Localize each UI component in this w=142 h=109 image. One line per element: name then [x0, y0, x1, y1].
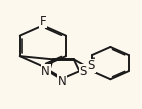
- Text: F: F: [40, 15, 46, 28]
- Text: S: S: [88, 59, 95, 72]
- Text: N: N: [58, 75, 66, 88]
- Text: S: S: [79, 65, 87, 78]
- Text: N: N: [41, 65, 50, 78]
